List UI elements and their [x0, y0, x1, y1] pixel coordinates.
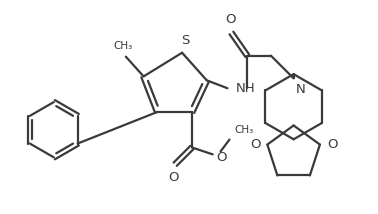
Text: O: O: [225, 13, 236, 26]
Text: NH: NH: [235, 82, 255, 95]
Text: O: O: [168, 171, 178, 184]
Text: O: O: [217, 151, 227, 164]
Text: CH₃: CH₃: [234, 125, 254, 135]
Text: O: O: [250, 138, 260, 151]
Text: N: N: [296, 83, 305, 96]
Text: S: S: [181, 34, 189, 47]
Text: CH₃: CH₃: [113, 41, 133, 51]
Text: O: O: [327, 138, 337, 151]
